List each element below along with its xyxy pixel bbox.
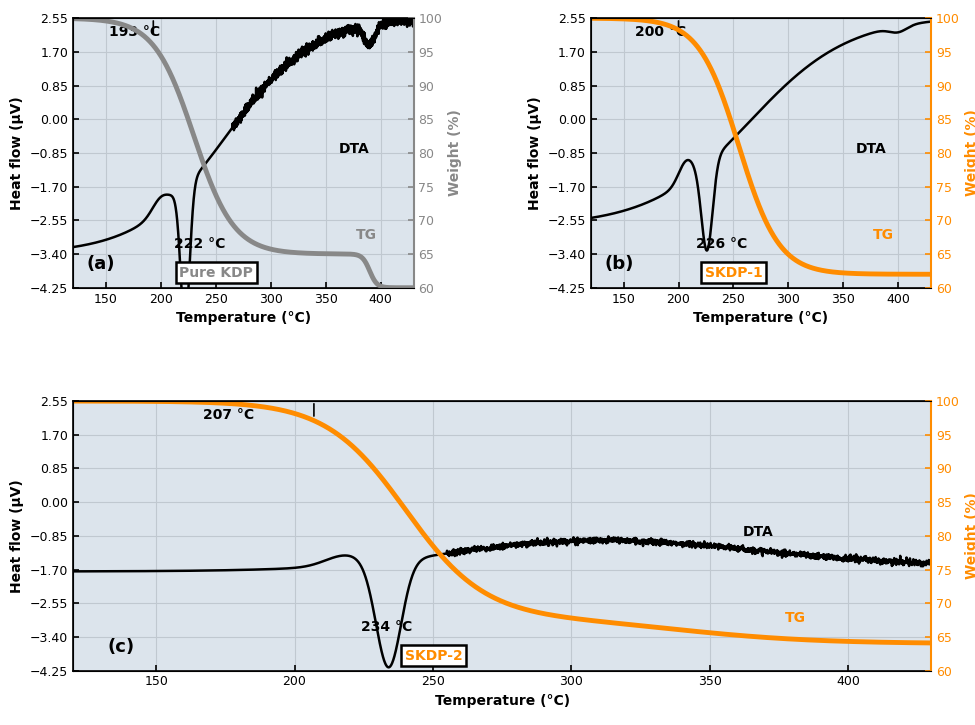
Text: DTA: DTA: [338, 142, 370, 156]
Y-axis label: Weight (%): Weight (%): [965, 109, 975, 196]
Text: SKDP-1: SKDP-1: [705, 266, 762, 280]
X-axis label: Temperature (°C): Temperature (°C): [176, 311, 311, 326]
Text: 200 °C: 200 °C: [635, 25, 685, 39]
Text: 234 °C: 234 °C: [361, 620, 412, 634]
Text: DTA: DTA: [856, 142, 887, 156]
Y-axis label: Heat flow (μV): Heat flow (μV): [527, 96, 542, 210]
Text: TG: TG: [785, 611, 806, 625]
Text: 226 °C: 226 °C: [696, 237, 747, 251]
Text: 193 °C: 193 °C: [109, 25, 161, 39]
Text: (b): (b): [604, 255, 634, 273]
Text: 222 °C: 222 °C: [175, 237, 225, 251]
Text: DTA: DTA: [742, 525, 773, 539]
Text: 207 °C: 207 °C: [203, 408, 254, 422]
Text: (a): (a): [87, 255, 115, 273]
X-axis label: Temperature (°C): Temperature (°C): [435, 694, 569, 708]
Text: Pure KDP: Pure KDP: [179, 266, 254, 280]
X-axis label: Temperature (°C): Temperature (°C): [693, 311, 829, 326]
Text: TG: TG: [356, 228, 376, 242]
Y-axis label: Heat flow (μV): Heat flow (μV): [10, 96, 24, 210]
Y-axis label: Heat flow (μV): Heat flow (μV): [10, 479, 24, 592]
Y-axis label: Weight (%): Weight (%): [965, 492, 975, 579]
Text: SKDP-2: SKDP-2: [405, 649, 462, 663]
Y-axis label: Weight (%): Weight (%): [448, 109, 462, 196]
Text: (c): (c): [107, 638, 135, 655]
Text: TG: TG: [874, 228, 894, 242]
